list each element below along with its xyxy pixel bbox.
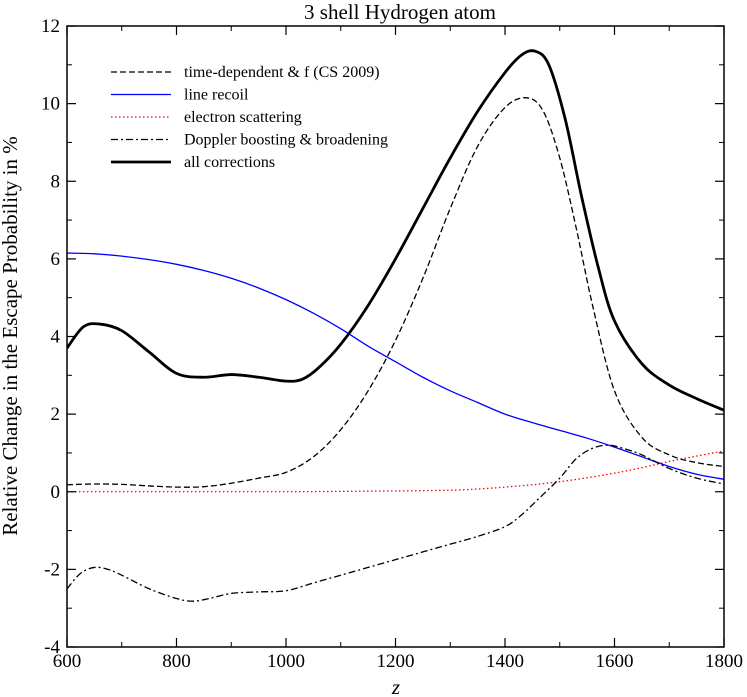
legend-label-0: time-dependent & f (CS 2009) — [184, 64, 380, 81]
legend-label-2: electron scattering — [184, 109, 302, 126]
plot-area — [67, 49, 724, 602]
y-tick-label: 10 — [41, 94, 60, 115]
y-tick-label: 8 — [51, 171, 61, 192]
series-line-2 — [67, 450, 724, 493]
chart-title: 3 shell Hydrogen atom — [304, 0, 496, 24]
y-tick-label: 12 — [41, 16, 60, 37]
y-tick-label: 6 — [51, 249, 61, 270]
x-axis: 600 800 1000 1200 1400 1600 1800 — [53, 26, 743, 672]
x-tick-label: 1800 — [705, 651, 743, 672]
y-tick-label: 2 — [51, 404, 61, 425]
series-line-4 — [67, 49, 724, 412]
y-tick-label: -2 — [44, 559, 60, 580]
x-tick-label: 1200 — [377, 651, 415, 672]
y-tick-label: 0 — [51, 482, 61, 503]
x-tick-label: 1000 — [267, 651, 305, 672]
x-axis-title: z — [391, 675, 400, 697]
x-tick-label: 1600 — [596, 651, 634, 672]
legend-label-1: line recoil — [184, 87, 249, 104]
y-axis: -4 -2 0 2 4 6 8 10 12 — [41, 16, 724, 658]
plot-frame — [66, 25, 725, 648]
x-tick-label: 800 — [162, 651, 191, 672]
series-line-0 — [67, 97, 724, 488]
y-axis-title: Relative Change in the Escape Probabilit… — [0, 136, 22, 535]
y-tick-label: 4 — [51, 327, 61, 348]
x-tick-label: 600 — [53, 651, 82, 672]
legend: time-dependent & f (CS 2009) line recoil e… — [111, 64, 388, 171]
legend-label-3: Doppler boosting & broadening — [184, 132, 388, 149]
series-line-3 — [67, 444, 724, 602]
series-line-1 — [67, 252, 724, 480]
y-tick-label: -4 — [44, 637, 60, 658]
x-tick-label: 1400 — [486, 651, 524, 672]
legend-label-4: all corrections — [184, 154, 275, 171]
